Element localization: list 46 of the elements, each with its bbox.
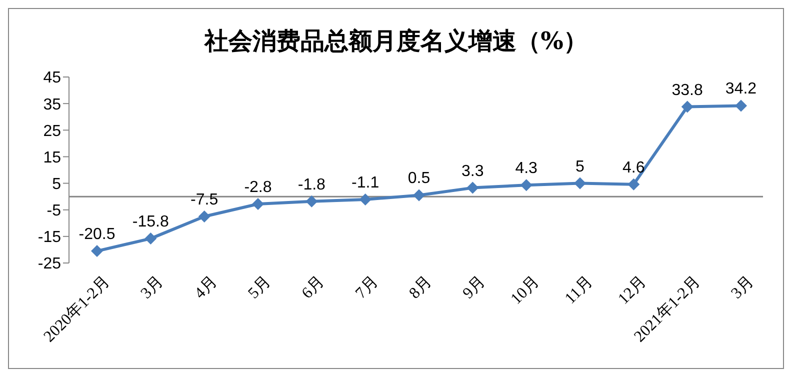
y-tick-label: 25 <box>43 122 62 140</box>
point <box>306 195 318 208</box>
point <box>413 189 425 202</box>
point <box>574 177 586 190</box>
x-tick-label: 9月 <box>460 273 489 302</box>
point <box>628 178 640 190</box>
point <box>681 100 694 113</box>
y-tick-label: 35 <box>43 96 62 114</box>
data-label: -1.1 <box>352 174 380 192</box>
data-label: 34.2 <box>725 80 757 98</box>
data-label: -2.8 <box>244 179 272 196</box>
x-tick-label: 4月 <box>192 273 221 302</box>
data-label: 0.5 <box>408 170 430 188</box>
y-tick-label: -25 <box>38 256 62 273</box>
point <box>735 100 747 112</box>
point <box>198 210 210 222</box>
x-tick-label: 6月 <box>298 273 328 302</box>
data-label: 5 <box>576 158 585 176</box>
y-tick-label: 45 <box>43 70 62 87</box>
data-label: -7.5 <box>190 192 218 208</box>
point <box>91 245 103 258</box>
data-label: 4.6 <box>622 159 645 176</box>
y-tick-label: -15 <box>38 229 62 246</box>
point <box>359 193 372 206</box>
x-tick-label: 10月 <box>508 273 543 308</box>
y-tick-label: 15 <box>43 149 62 166</box>
x-tick-label: 5月 <box>245 273 274 302</box>
x-tick-label: 3月 <box>728 273 758 302</box>
x-tick-label: 3月 <box>138 273 167 302</box>
y-tick-label: -5 <box>46 202 62 220</box>
data-label: -20.5 <box>78 226 116 244</box>
data-label: -1.8 <box>298 176 326 194</box>
x-tick-label: 11月 <box>562 273 596 308</box>
chart-title: 社会消费品总额月度名义增速（%） <box>203 25 588 57</box>
data-label: 33.8 <box>672 82 704 99</box>
x-tick-label: 12月 <box>615 273 650 308</box>
data-label: 3.3 <box>462 162 484 180</box>
data-label: -15.8 <box>132 214 170 231</box>
x-tick-label: 7月 <box>352 273 382 302</box>
x-tick-label: 8月 <box>406 273 436 302</box>
y-tick-label: 5 <box>52 176 62 193</box>
point <box>520 179 532 192</box>
point <box>144 232 157 245</box>
point <box>466 182 479 194</box>
point <box>252 198 264 210</box>
data-label: 4.3 <box>515 160 538 178</box>
